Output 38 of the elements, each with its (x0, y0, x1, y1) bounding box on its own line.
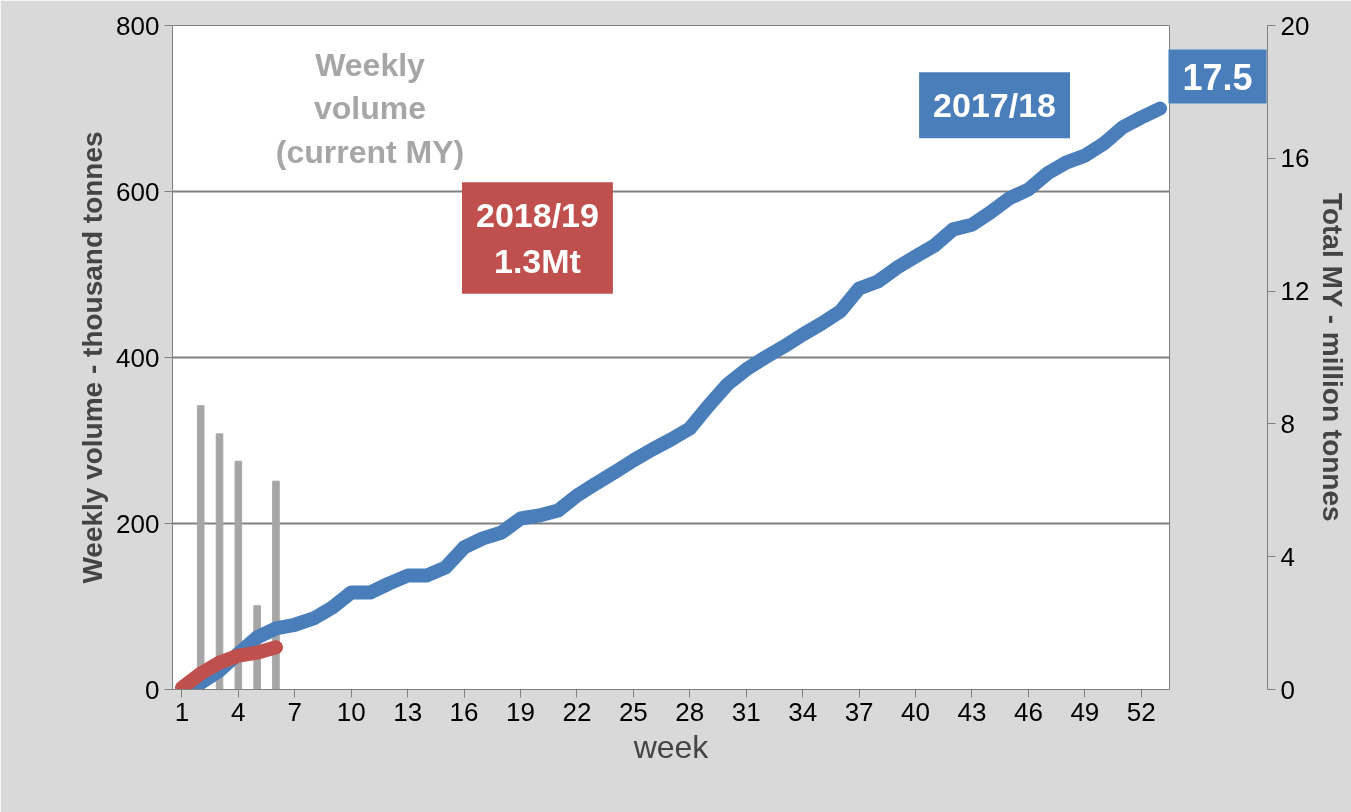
y2-tick-label: 4 (1280, 541, 1295, 572)
data-label: 17.5 (1182, 56, 1253, 98)
x-tick-label: 10 (336, 696, 366, 727)
x-tick-label: 46 (1013, 696, 1043, 727)
y2-tick-label: 0 (1280, 674, 1295, 705)
bar (234, 460, 243, 690)
x-tick-label: 16 (449, 696, 479, 727)
x-tick-label: 34 (788, 696, 818, 727)
series-label: 2017/18 (933, 86, 1057, 125)
y2-axis-title: Total MY - million tonnes (1317, 192, 1349, 522)
x-tick-label: 31 (731, 696, 761, 727)
x-tick-label: 4 (231, 696, 246, 727)
x-tick-label: 52 (1126, 696, 1156, 727)
y-tick-label: 400 (116, 342, 160, 373)
y2-tick-label: 20 (1280, 10, 1310, 41)
y2-tick-label: 12 (1280, 276, 1310, 307)
x-tick-label: 13 (393, 696, 423, 727)
x-tick-label: 28 (675, 696, 705, 727)
text: 2018/19 (475, 196, 599, 235)
annotation: 1.3Mt (493, 241, 581, 280)
x-tick-label: 1 (174, 696, 190, 727)
x-tick-label: 40 (901, 696, 931, 727)
x-tick-label: 19 (506, 696, 535, 727)
y-axis-title: Weekly volume - thousand tonnes (77, 131, 109, 584)
y-tick-label: 200 (116, 508, 160, 539)
x-tick-label: 25 (618, 696, 648, 727)
y2-tick-label: 8 (1280, 408, 1295, 439)
x-axis-title: week (632, 728, 710, 765)
x-tick-label: 43 (957, 696, 987, 727)
x-tick-label: 7 (287, 696, 303, 727)
text: Weekly volume (current MY) (275, 47, 465, 170)
x-tick-label: 22 (562, 696, 592, 727)
y-tick-label: 600 (116, 176, 160, 207)
y2-tick-label: 16 (1280, 143, 1310, 174)
x-tick-label: 49 (1070, 696, 1100, 727)
y-tick-label: 0 (145, 674, 160, 705)
y-tick-label: 800 (116, 10, 160, 41)
x-tick-label: 37 (844, 696, 874, 727)
